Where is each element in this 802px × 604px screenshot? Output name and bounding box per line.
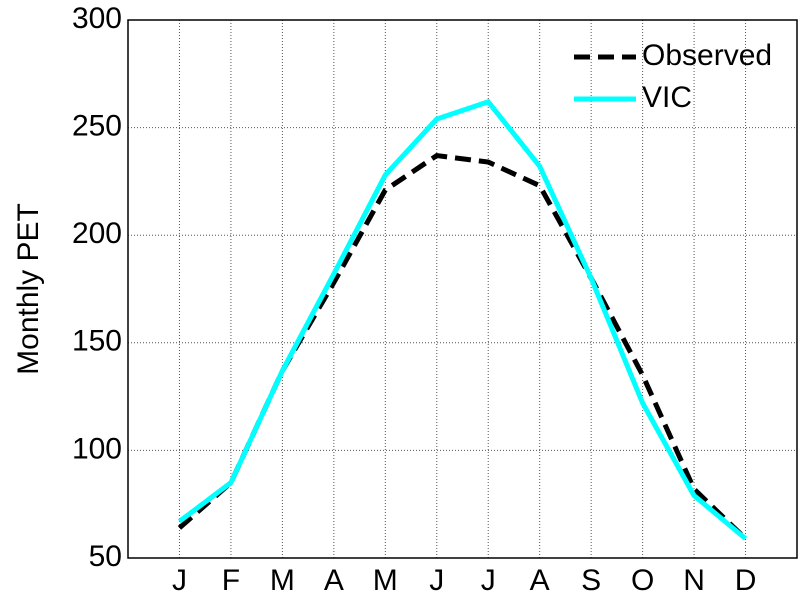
y-tick-label: 150 <box>72 325 122 358</box>
x-tick-label: A <box>530 564 550 597</box>
y-tick-label: 250 <box>72 110 122 143</box>
x-tick-label: J <box>429 564 444 597</box>
y-tick-label: 300 <box>72 2 122 35</box>
x-tick-label: J <box>172 564 187 597</box>
x-tick-label: J <box>481 564 496 597</box>
x-tick-label: F <box>222 564 240 597</box>
legend-label: Observed <box>642 39 772 72</box>
x-tick-label: N <box>683 564 705 597</box>
y-axis-label: Monthly PET <box>12 203 45 375</box>
x-tick-label: D <box>735 564 757 597</box>
legend-label: VIC <box>642 81 692 114</box>
y-tick-label: 200 <box>72 217 122 250</box>
plot-frame <box>127 19 798 559</box>
x-tick-label: A <box>324 564 344 597</box>
x-tick-label: M <box>373 564 398 597</box>
series-line <box>177 98 748 541</box>
series-line <box>177 152 748 541</box>
x-tick-label: S <box>581 564 601 597</box>
y-tick-label: 100 <box>72 432 122 465</box>
y-tick-label: 50 <box>89 540 122 573</box>
x-tick-label: O <box>631 564 654 597</box>
x-tick-label: M <box>270 564 295 597</box>
